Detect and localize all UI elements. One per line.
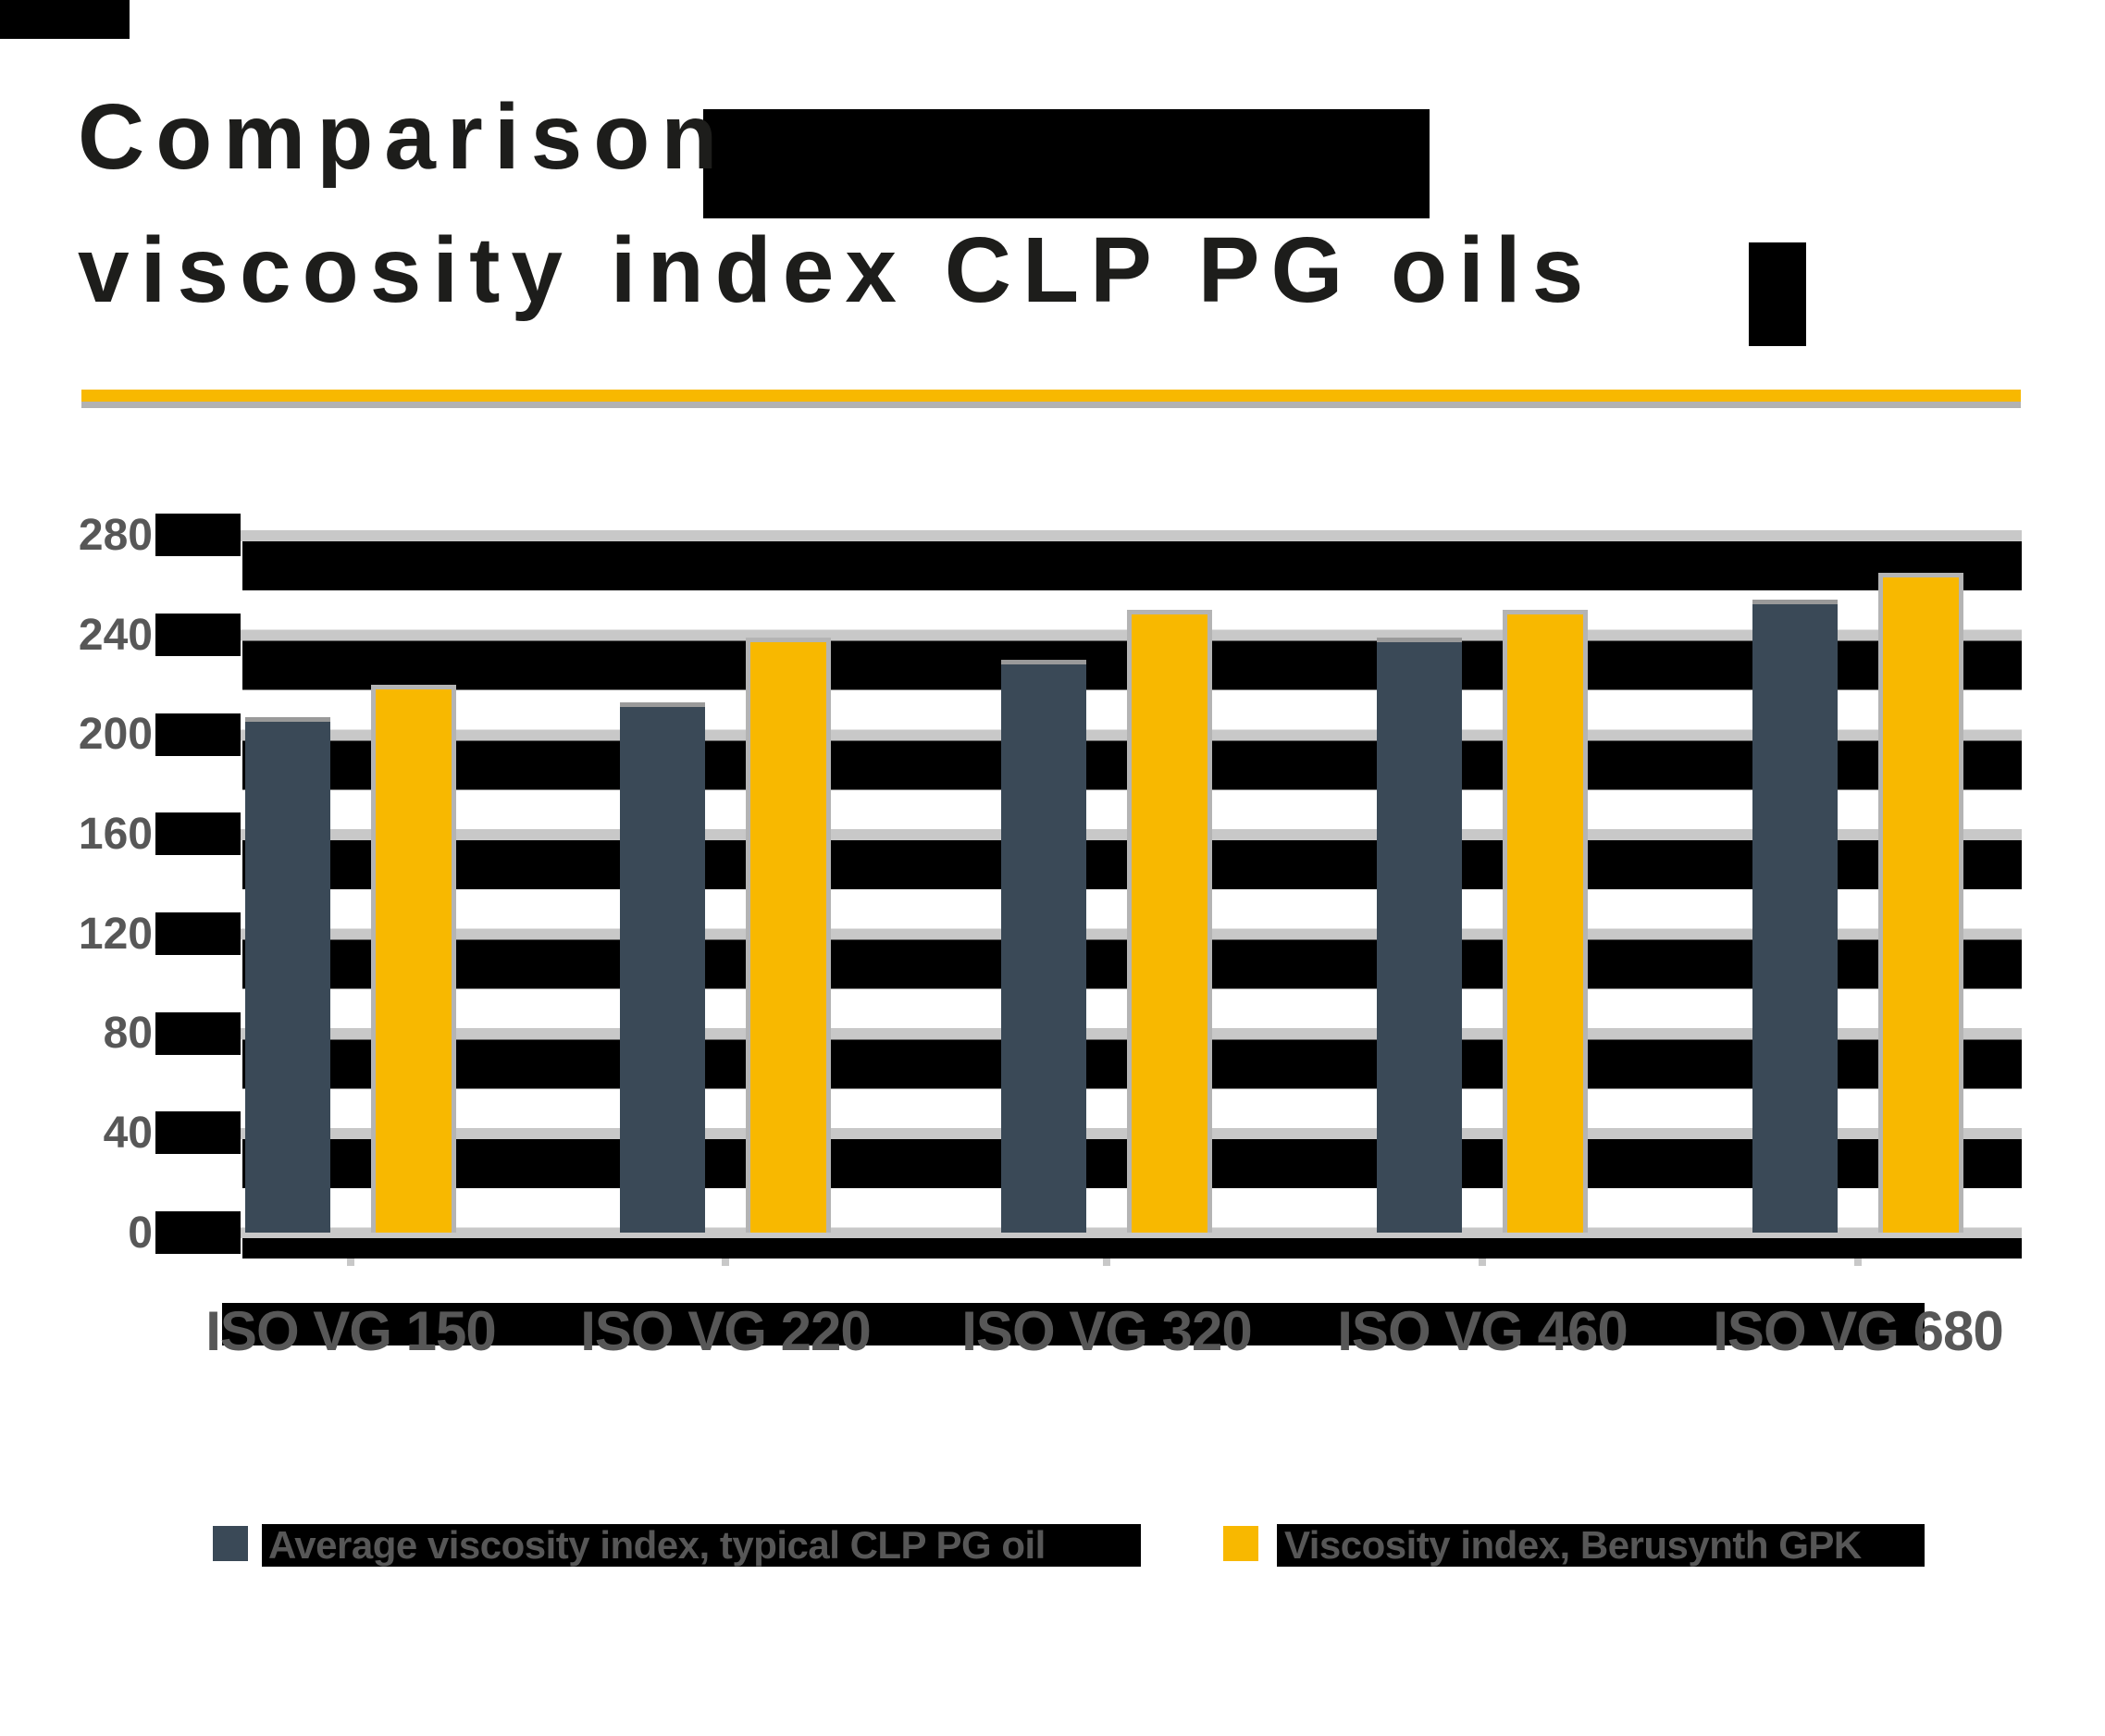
bar-typical-iso-vg-150 — [245, 717, 330, 1233]
x-axis-label-iso-vg-680: ISO VG 680 — [1713, 1300, 2004, 1362]
glitch-legend1-band — [262, 1524, 1141, 1567]
x-axis-label-iso-vg-220: ISO VG 220 — [580, 1300, 872, 1362]
glitch-ylabel-tail-160 — [155, 812, 241, 856]
glitch-under-axis-band — [242, 1238, 2022, 1259]
y-axis-tick-label-160: 160 — [78, 809, 153, 859]
x-axis-label-iso-vg-460: ISO VG 460 — [1337, 1300, 1628, 1362]
legend-label-berusynth-gpk: Viscosity index, Berusynth GPK — [1284, 1523, 1862, 1567]
glitch-corner-block — [0, 0, 130, 39]
legend-swatch-berusynth-gpk — [1223, 1526, 1258, 1561]
bar-typical-iso-vg-460 — [1377, 638, 1462, 1233]
y-axis-tick-label-240: 240 — [78, 610, 153, 660]
bar-berusynth-iso-vg-460 — [1503, 610, 1588, 1233]
y-axis-tick-label-280: 280 — [78, 510, 153, 560]
glitch-ylabel-tail-240 — [155, 614, 241, 657]
legend-swatch-typical-clp-pg — [213, 1526, 248, 1561]
bar-typical-iso-vg-220 — [620, 702, 705, 1233]
x-axis-label-iso-vg-150: ISO VG 150 — [205, 1300, 497, 1362]
glitch-ylabel-tail-280 — [155, 514, 241, 557]
bar-berusynth-iso-vg-680 — [1878, 573, 1963, 1233]
bar-berusynth-iso-vg-150 — [371, 685, 456, 1233]
glitch-ylabel-tail-80 — [155, 1011, 241, 1055]
y-axis-tick-label-80: 80 — [103, 1009, 153, 1059]
glitch-legend2-band — [1277, 1524, 1925, 1567]
legend-label-typical-clp-pg: Average viscosity index, typical CLP PG … — [268, 1523, 1046, 1567]
glitch-ylabel-tail-0 — [155, 1211, 241, 1254]
chart-title-line1: Comparison — [78, 85, 729, 189]
glitch-ylabel-tail-200 — [155, 713, 241, 756]
y-axis-tick-label-120: 120 — [78, 909, 153, 959]
bar-berusynth-iso-vg-220 — [746, 638, 831, 1233]
glitch-xlabel-band — [222, 1303, 1925, 1345]
glitch-ylabel-tail-120 — [155, 912, 241, 956]
bar-typical-iso-vg-680 — [1752, 600, 1838, 1233]
y-axis-tick-label-200: 200 — [78, 710, 153, 760]
glitch-title-line2-tail — [1749, 242, 1806, 346]
bar-typical-iso-vg-320 — [1001, 660, 1086, 1233]
separator-rule-yellow — [81, 390, 2021, 402]
separator-rule-shadow — [81, 402, 2021, 408]
chart-title-line2: viscosity index CLP PG oils — [78, 218, 1595, 322]
y-axis-tick-label-40: 40 — [103, 1108, 153, 1158]
x-axis-label-iso-vg-320: ISO VG 320 — [961, 1300, 1253, 1362]
y-axis-tick-label-0: 0 — [128, 1208, 153, 1258]
glitch-title-line1-tail — [703, 109, 1430, 218]
glitch-ylabel-tail-40 — [155, 1111, 241, 1155]
bar-berusynth-iso-vg-320 — [1127, 610, 1212, 1233]
